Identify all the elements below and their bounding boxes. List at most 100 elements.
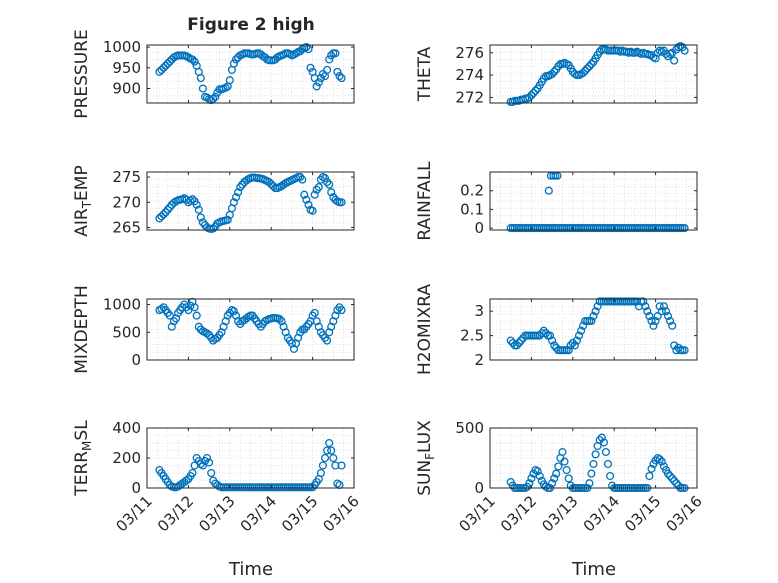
data-point bbox=[531, 86, 540, 95]
data-point bbox=[333, 67, 342, 76]
data-point bbox=[209, 94, 218, 103]
x-axis-label-right: Time bbox=[571, 559, 616, 580]
data-point bbox=[304, 45, 313, 54]
y-tick-label: 272 bbox=[455, 88, 484, 106]
data-point bbox=[670, 56, 679, 65]
data-point bbox=[680, 46, 689, 55]
y-tick-label: 270 bbox=[112, 193, 141, 211]
data-point bbox=[544, 186, 553, 195]
data-point bbox=[587, 316, 596, 326]
data-point bbox=[568, 338, 577, 347]
y-tick-label: 0.1 bbox=[460, 200, 484, 218]
subplots: 900 950 1000 PRESSURE 272 274 276 THETA 265 270 27… bbox=[72, 29, 706, 535]
y-tick-label: 265 bbox=[112, 218, 141, 236]
data-point bbox=[202, 329, 212, 338]
y-tick-label: 0 bbox=[131, 479, 141, 497]
data-point bbox=[645, 312, 654, 321]
data-point bbox=[550, 341, 559, 350]
y-axis-label-part: THETA bbox=[415, 46, 435, 102]
axes-frame bbox=[489, 171, 698, 231]
data-point bbox=[163, 59, 172, 68]
data-point bbox=[337, 198, 346, 207]
grid bbox=[146, 428, 355, 488]
data-point bbox=[564, 474, 573, 483]
axes-frame bbox=[146, 171, 355, 231]
data-point bbox=[663, 469, 673, 478]
data-point bbox=[312, 82, 321, 91]
data-point bbox=[265, 178, 274, 187]
y-tick-label: 0.2 bbox=[460, 182, 484, 200]
axes-frame bbox=[489, 298, 698, 361]
data-point bbox=[663, 312, 673, 321]
subplot-row2-right: 00.10.2 RAINFALL bbox=[415, 161, 698, 241]
data-point bbox=[639, 297, 648, 306]
y-tick-label: 0 bbox=[131, 351, 141, 369]
data-point bbox=[655, 455, 664, 464]
data-point bbox=[579, 321, 588, 330]
data-point bbox=[337, 461, 346, 470]
data-point bbox=[236, 183, 245, 192]
y-tick-label: 200 bbox=[112, 449, 141, 467]
data-point bbox=[234, 188, 243, 197]
data-point bbox=[657, 457, 666, 466]
subplot-row3-right: 2 2.5 3 H2OMIXRA bbox=[415, 284, 698, 375]
data-point bbox=[562, 465, 571, 475]
data-point bbox=[666, 316, 675, 326]
data-point bbox=[337, 306, 346, 315]
data-series bbox=[506, 297, 689, 355]
data-point bbox=[516, 336, 526, 345]
data-point bbox=[182, 476, 191, 485]
data-point bbox=[577, 326, 586, 335]
data-point bbox=[165, 203, 174, 212]
grid bbox=[489, 428, 698, 488]
y-tick-label: 500 bbox=[455, 419, 484, 437]
y-axis-label-subscript: M bbox=[80, 441, 94, 451]
data-series bbox=[506, 42, 689, 106]
data-point bbox=[238, 180, 247, 189]
data-point bbox=[661, 307, 671, 316]
data-point bbox=[533, 467, 542, 476]
data-point bbox=[574, 331, 584, 340]
data-point bbox=[680, 224, 689, 233]
y-axis-label-part: SUN bbox=[415, 460, 435, 496]
data-point bbox=[587, 59, 596, 69]
data-point bbox=[325, 180, 334, 189]
data-point bbox=[323, 446, 332, 455]
data-point bbox=[550, 67, 559, 76]
data-point bbox=[572, 336, 581, 345]
data-point bbox=[279, 180, 288, 189]
y-tick-label: 275 bbox=[112, 168, 141, 186]
data-point bbox=[579, 68, 588, 77]
y-tick-label: 2.5 bbox=[460, 327, 484, 345]
y-axis-label-part: H2OMIXRA bbox=[415, 284, 435, 375]
data-point bbox=[554, 462, 563, 471]
y-tick-label: 1000 bbox=[103, 38, 141, 56]
data-point bbox=[651, 316, 660, 326]
y-axis-label-part: MIXDEPTH bbox=[72, 285, 92, 374]
data-point bbox=[327, 51, 336, 60]
data-point bbox=[155, 214, 164, 223]
data-point bbox=[591, 450, 600, 459]
data-point bbox=[188, 468, 197, 478]
data-point bbox=[335, 72, 344, 81]
y-axis-label: MIXDEPTH bbox=[72, 285, 92, 374]
data-point bbox=[323, 178, 332, 187]
y-axis-label: TERRMSL bbox=[72, 420, 94, 497]
axes-frame bbox=[146, 298, 355, 361]
data-point bbox=[186, 301, 195, 310]
subplot-row3-left: 0 500 1000 MIXDEPTH bbox=[72, 285, 355, 374]
grid bbox=[489, 172, 698, 230]
data-point bbox=[229, 307, 238, 316]
y-tick-label: 900 bbox=[112, 80, 141, 98]
data-point bbox=[275, 314, 284, 324]
y-axis-label-subscript: T bbox=[80, 200, 94, 209]
data-series bbox=[155, 43, 346, 105]
axes-background bbox=[490, 172, 697, 230]
data-point bbox=[327, 188, 336, 197]
data-point bbox=[323, 65, 332, 74]
data-point bbox=[591, 307, 600, 316]
data-point bbox=[548, 336, 557, 345]
data-point bbox=[583, 64, 592, 73]
data-point bbox=[560, 457, 569, 466]
data-point bbox=[653, 312, 662, 321]
